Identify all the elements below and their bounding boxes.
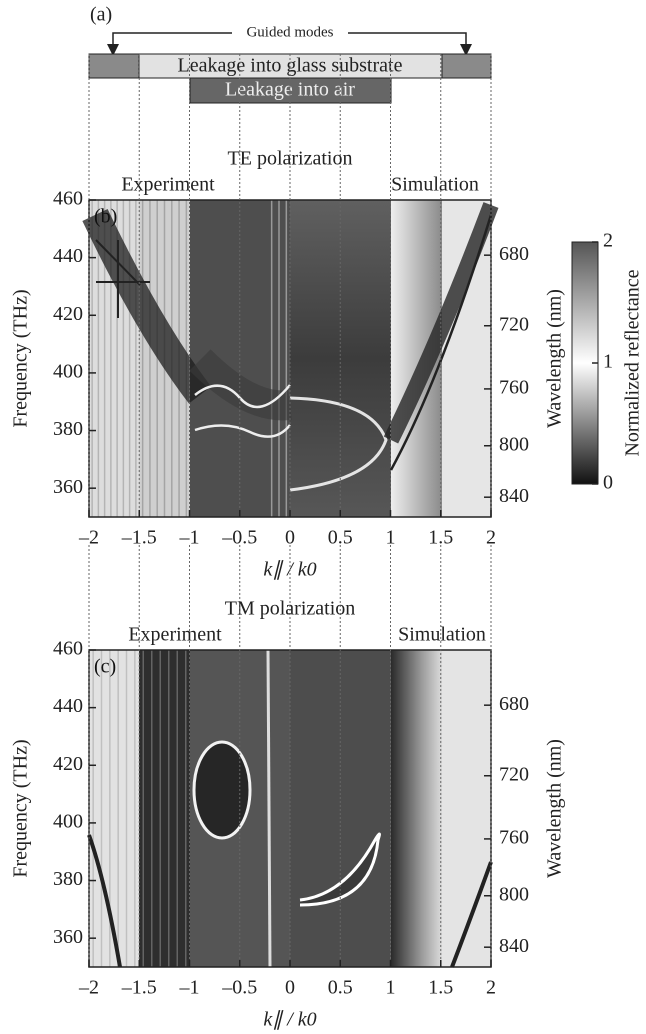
y2-tick-label: 840 (499, 485, 529, 507)
x-tick-label: 1.5 (428, 527, 453, 549)
x-axis-label: k∥ / k0 (263, 1009, 316, 1031)
x-tick-label: 1 (386, 977, 396, 999)
heatmap-region (391, 650, 442, 967)
y-tick-label: 420 (53, 303, 83, 325)
heatmap-feature (266, 649, 272, 968)
heatmap-region (139, 650, 190, 967)
x-tick-label: 0.5 (328, 527, 353, 549)
guided-label: Guided modes (246, 24, 333, 40)
y2-tick-label: 720 (499, 763, 529, 785)
y-tick-label: 360 (53, 926, 83, 948)
heatmap-feature (289, 396, 388, 492)
heatmap-feature (192, 740, 252, 840)
colorbar-tick-label: 1 (603, 351, 613, 373)
y-tick-label: 400 (53, 361, 83, 383)
air-label: Leakage into air (225, 79, 355, 101)
y-tick-label: 460 (53, 188, 83, 210)
y-tick-label: 440 (53, 695, 83, 717)
panel-label: (a) (90, 4, 112, 26)
x-tick-label: –1 (179, 527, 200, 549)
chart-title: TM polarization (225, 598, 356, 620)
colorbar-label: Normalized reflectance (622, 269, 644, 456)
y-tick-label: 460 (53, 638, 83, 660)
heatmap-region (89, 650, 139, 967)
heatmap-feature (389, 214, 493, 471)
x-tick-label: –1.5 (121, 977, 157, 999)
y-tick-label: 380 (53, 418, 83, 440)
y2-axis-label: Wavelength (nm) (544, 739, 566, 878)
colorbar-tick-label: 2 (603, 230, 613, 252)
simulation-label: Simulation (398, 624, 486, 646)
y-axis-label: Frequency (THz) (10, 289, 32, 427)
y-tick-label: 400 (53, 811, 83, 833)
y2-tick-label: 680 (499, 243, 529, 265)
heatmap-feature (189, 349, 292, 421)
y-tick-label: 420 (53, 753, 83, 775)
y2-tick-label: 840 (499, 935, 529, 957)
arrow (348, 32, 472, 56)
y2-axis-label: Wavelength (nm) (544, 289, 566, 428)
x-tick-label: –0.5 (221, 977, 257, 999)
experiment-label: Experiment (128, 624, 222, 646)
heatmap-feature (95, 239, 150, 318)
y-tick-label: 360 (53, 476, 83, 498)
experiment-label: Experiment (121, 174, 215, 196)
heatmap-feature (194, 424, 291, 438)
y2-tick-label: 720 (499, 313, 529, 335)
panel-label: (b) (94, 206, 117, 228)
colorbar-tick-label: 0 (603, 472, 613, 494)
heatmap-region (442, 650, 491, 967)
y-tick-label: 440 (53, 245, 83, 267)
x-tick-label: 1 (386, 527, 396, 549)
guided-bar (441, 53, 492, 79)
heatmap-feature (450, 861, 493, 968)
panel-a: (a) Guided modes Leakage into glass subs… (88, 4, 492, 104)
y2-tick-label: 800 (499, 433, 529, 455)
chart-title: TE polarization (228, 148, 353, 170)
glass-label: Leakage into glass substrate (178, 55, 403, 77)
x-tick-label: –1 (179, 977, 200, 999)
heatmap (87, 649, 493, 968)
x-tick-label: –2 (78, 977, 99, 999)
heatmap-feature (87, 834, 122, 968)
x-tick-label: 2 (486, 527, 496, 549)
y2-tick-label: 680 (499, 693, 529, 715)
heatmap-feature (299, 832, 381, 907)
x-tick-label: 2 (486, 977, 496, 999)
simulation-label: Simulation (391, 174, 479, 196)
arrow (107, 32, 232, 56)
panel-label: (c) (94, 656, 116, 678)
heatmap-feature (82, 208, 212, 404)
guided-bar (88, 53, 140, 79)
y-tick-label: 380 (53, 868, 83, 890)
x-tick-label: 0 (285, 977, 295, 999)
y2-tick-label: 760 (499, 377, 529, 399)
x-tick-label: –0.5 (221, 527, 257, 549)
x-tick-label: 0 (285, 527, 295, 549)
x-tick-label: 1.5 (428, 977, 453, 999)
y2-tick-label: 760 (499, 827, 529, 849)
y-axis-label: Frequency (THz) (10, 739, 32, 877)
heatmap (82, 200, 499, 517)
y2-tick-label: 800 (499, 883, 529, 905)
x-tick-label: –2 (78, 527, 99, 549)
x-tick-label: –1.5 (121, 527, 157, 549)
x-tick-label: 0.5 (328, 977, 353, 999)
